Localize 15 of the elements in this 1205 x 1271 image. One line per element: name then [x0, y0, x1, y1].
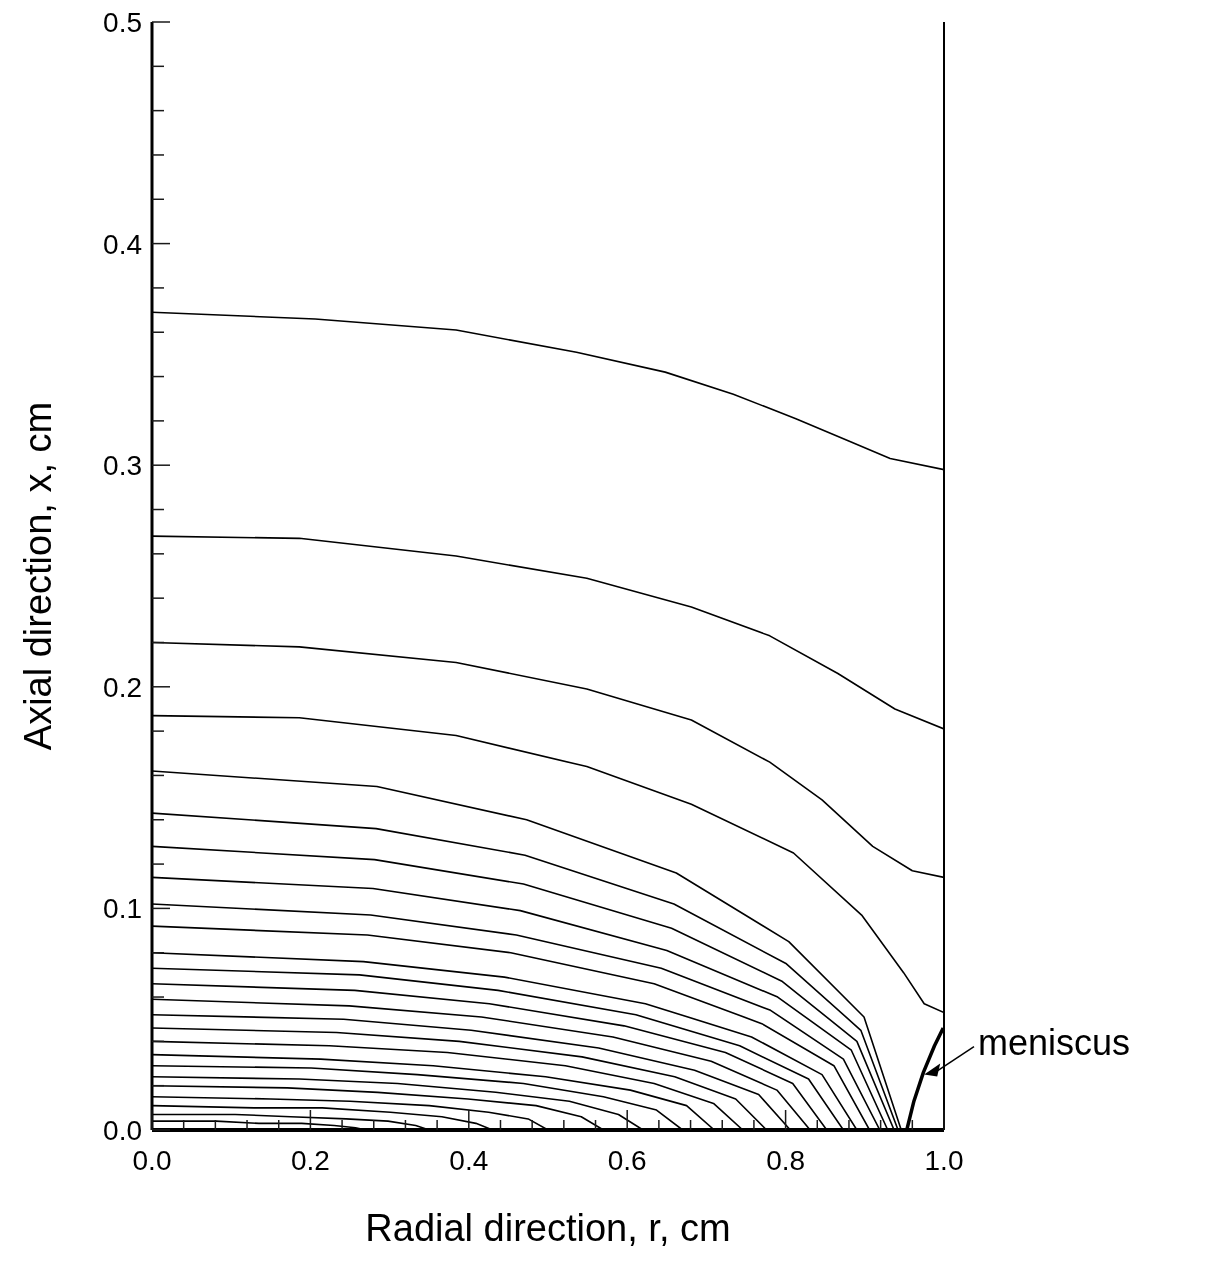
x-tick-label: 0.6 [607, 1145, 647, 1176]
x-axis-title: Radial direction, r, cm [365, 1207, 731, 1249]
y-tick-label: 0.0 [103, 1115, 142, 1146]
x-tick-label: 0.0 [132, 1145, 172, 1176]
y-tick-label: 0.4 [103, 228, 142, 260]
x-tick-label: 1.0 [924, 1145, 964, 1176]
annotation: meniscus [978, 1021, 1131, 1063]
x-tick-label: 0.4 [449, 1145, 489, 1176]
y-tick-label: 0.5 [103, 7, 142, 38]
x-tick-label: 0.8 [766, 1145, 806, 1176]
y-axis-title: Axial direction, x, cm [17, 401, 60, 751]
y-tick-label: 0.2 [103, 671, 142, 703]
x-tick-label: 0.2 [290, 1145, 330, 1176]
y-tick-label: 0.1 [103, 893, 142, 925]
y-tick-label: 0.3 [103, 450, 142, 482]
